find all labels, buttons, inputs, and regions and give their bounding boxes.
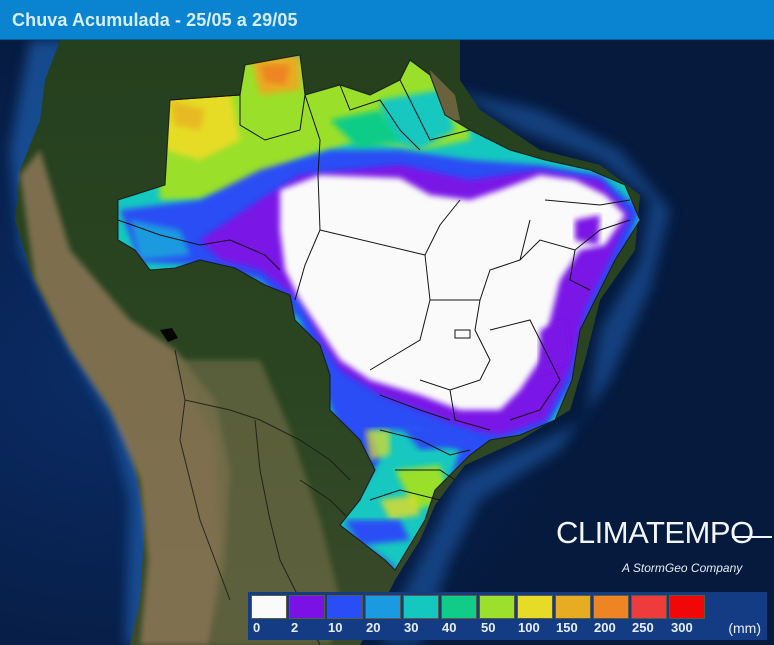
legend-swatch-30 xyxy=(403,595,439,619)
legend-label: 2 xyxy=(291,620,299,635)
state-borders xyxy=(117,54,641,571)
climatempo-logo: CLIMATEMPO A StormGeo Company xyxy=(556,515,772,575)
brand-name: CLIMATEMPO xyxy=(556,515,754,550)
legend-swatch-300 xyxy=(669,595,705,619)
legend-label: 300 xyxy=(671,620,693,635)
legend-label: 50 xyxy=(481,620,496,635)
legend-swatch-10 xyxy=(327,595,363,619)
legend-unit: (mm) xyxy=(728,620,761,636)
lake-titicaca xyxy=(160,328,178,342)
legend-swatch-200 xyxy=(593,595,629,619)
legend-label: 0 xyxy=(253,620,261,635)
legend-swatch-0 xyxy=(251,595,287,619)
legend-label: 40 xyxy=(442,620,457,635)
legend-swatch-20 xyxy=(365,595,401,619)
legend-labels: 0 2 10 20 30 40 50 100 150 200 250 300 xyxy=(248,620,767,638)
title-bar: Chuva Acumulada - 25/05 a 29/05 xyxy=(0,0,774,40)
legend-swatch-250 xyxy=(631,595,667,619)
legend-label: 200 xyxy=(594,620,616,635)
legend-label: 20 xyxy=(366,620,381,635)
map-title: Chuva Acumulada - 25/05 a 29/05 xyxy=(12,10,298,30)
rainfall-map xyxy=(0,40,774,645)
legend-label: 100 xyxy=(518,620,540,635)
legend-swatch-40 xyxy=(441,595,477,619)
legend-swatch-2 xyxy=(289,595,325,619)
legend-label: 30 xyxy=(404,620,419,635)
legend-swatch-150 xyxy=(555,595,591,619)
legend-swatches xyxy=(251,595,705,619)
rainfall-legend: 0 2 10 20 30 40 50 100 150 200 250 300 (… xyxy=(248,592,767,640)
logo-swoosh-icon xyxy=(732,536,772,538)
legend-label: 10 xyxy=(328,620,343,635)
legend-swatch-50 xyxy=(479,595,515,619)
legend-label: 150 xyxy=(556,620,578,635)
legend-label: 250 xyxy=(632,620,654,635)
legend-swatch-100 xyxy=(517,595,553,619)
brand-tagline: A StormGeo Company xyxy=(622,561,743,575)
